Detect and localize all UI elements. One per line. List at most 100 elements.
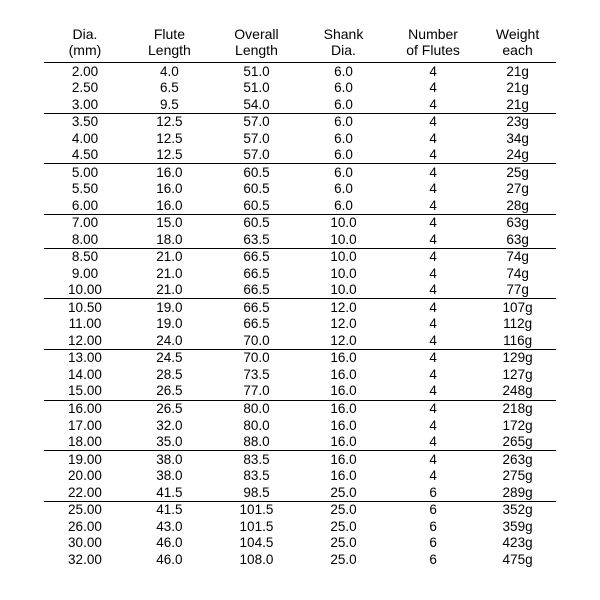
- table-row: 18.0035.088.016.04265g: [44, 434, 556, 451]
- cell-weight: 359g: [479, 518, 556, 535]
- cell-shank: 25.0: [300, 501, 387, 518]
- cell-shank: 25.0: [300, 518, 387, 535]
- cell-shank: 16.0: [300, 366, 387, 383]
- cell-shank: 6.0: [300, 96, 387, 113]
- cell-nflutes: 4: [387, 349, 479, 366]
- cell-flute: 12.5: [126, 130, 213, 147]
- cell-shank: 16.0: [300, 417, 387, 434]
- cell-flute: 12.5: [126, 147, 213, 164]
- cell-weight: 116g: [479, 332, 556, 349]
- cell-nflutes: 4: [387, 63, 479, 80]
- cell-shank: 10.0: [300, 282, 387, 299]
- table-row: 5.0016.060.56.0425g: [44, 164, 556, 181]
- cell-dia: 16.00: [44, 400, 126, 417]
- cell-overall: 80.0: [213, 417, 300, 434]
- cell-shank: 6.0: [300, 147, 387, 164]
- cell-overall: 66.5: [213, 299, 300, 316]
- cell-weight: 21g: [479, 63, 556, 80]
- table-row: 7.0015.060.510.0463g: [44, 214, 556, 231]
- cell-shank: 16.0: [300, 400, 387, 417]
- cell-dia: 3.00: [44, 96, 126, 113]
- cell-nflutes: 4: [387, 147, 479, 164]
- cell-shank: 10.0: [300, 231, 387, 248]
- cell-shank: 25.0: [300, 484, 387, 501]
- cell-nflutes: 4: [387, 265, 479, 282]
- cell-nflutes: 6: [387, 484, 479, 501]
- cell-flute: 26.5: [126, 400, 213, 417]
- table-row: 19.0038.083.516.04263g: [44, 451, 556, 468]
- cell-nflutes: 4: [387, 214, 479, 231]
- cell-nflutes: 4: [387, 417, 479, 434]
- table-row: 26.0043.0101.525.06359g: [44, 518, 556, 535]
- cell-dia: 30.00: [44, 535, 126, 552]
- cell-dia: 4.50: [44, 147, 126, 164]
- table-row: 5.5016.060.56.0427g: [44, 181, 556, 198]
- table-row: 11.0019.066.512.04112g: [44, 316, 556, 333]
- cell-flute: 21.0: [126, 265, 213, 282]
- cell-shank: 12.0: [300, 332, 387, 349]
- cell-shank: 16.0: [300, 468, 387, 485]
- cell-shank: 6.0: [300, 80, 387, 97]
- table-row: 16.0026.580.016.04218g: [44, 400, 556, 417]
- cell-flute: 24.5: [126, 349, 213, 366]
- cell-overall: 60.5: [213, 214, 300, 231]
- cell-shank: 16.0: [300, 383, 387, 400]
- cell-nflutes: 6: [387, 518, 479, 535]
- cell-flute: 35.0: [126, 434, 213, 451]
- cell-nflutes: 4: [387, 231, 479, 248]
- cell-shank: 12.0: [300, 316, 387, 333]
- cell-weight: 218g: [479, 400, 556, 417]
- table-row: 13.0024.570.016.04129g: [44, 349, 556, 366]
- cell-dia: 6.00: [44, 197, 126, 214]
- cell-flute: 43.0: [126, 518, 213, 535]
- cell-dia: 5.00: [44, 164, 126, 181]
- cell-overall: 101.5: [213, 501, 300, 518]
- table-row: 4.5012.557.06.0424g: [44, 147, 556, 164]
- cell-overall: 101.5: [213, 518, 300, 535]
- cell-nflutes: 6: [387, 535, 479, 552]
- cell-weight: 275g: [479, 468, 556, 485]
- cell-weight: 127g: [479, 366, 556, 383]
- cell-nflutes: 4: [387, 451, 479, 468]
- table-row: 4.0012.557.06.0434g: [44, 130, 556, 147]
- cell-overall: 57.0: [213, 147, 300, 164]
- cell-overall: 98.5: [213, 484, 300, 501]
- cell-dia: 26.00: [44, 518, 126, 535]
- cell-dia: 9.00: [44, 265, 126, 282]
- table-row: 3.009.554.06.0421g: [44, 96, 556, 113]
- table-header: Dia. (mm) Flute Length Overall Length Sh…: [44, 24, 556, 63]
- cell-dia: 5.50: [44, 181, 126, 198]
- col-header-dia: Dia. (mm): [44, 24, 126, 63]
- cell-flute: 21.0: [126, 282, 213, 299]
- table-row: 6.0016.060.56.0428g: [44, 197, 556, 214]
- cell-nflutes: 4: [387, 332, 479, 349]
- table-row: 25.0041.5101.525.06352g: [44, 501, 556, 518]
- cell-weight: 265g: [479, 434, 556, 451]
- cell-dia: 32.00: [44, 551, 126, 568]
- cell-nflutes: 4: [387, 366, 479, 383]
- cell-nflutes: 4: [387, 197, 479, 214]
- spec-table: Dia. (mm) Flute Length Overall Length Sh…: [44, 24, 556, 568]
- cell-weight: 25g: [479, 164, 556, 181]
- cell-weight: 27g: [479, 181, 556, 198]
- cell-flute: 38.0: [126, 468, 213, 485]
- cell-weight: 21g: [479, 96, 556, 113]
- cell-flute: 6.5: [126, 80, 213, 97]
- cell-dia: 14.00: [44, 366, 126, 383]
- table-row: 12.0024.070.012.04116g: [44, 332, 556, 349]
- cell-weight: 24g: [479, 147, 556, 164]
- cell-nflutes: 4: [387, 282, 479, 299]
- col-header-weight-each: Weight each: [479, 24, 556, 63]
- cell-dia: 8.50: [44, 248, 126, 265]
- cell-weight: 112g: [479, 316, 556, 333]
- cell-dia: 22.00: [44, 484, 126, 501]
- cell-dia: 18.00: [44, 434, 126, 451]
- table-row: 2.004.051.06.0421g: [44, 63, 556, 80]
- cell-dia: 8.00: [44, 231, 126, 248]
- table-row: 15.0026.577.016.04248g: [44, 383, 556, 400]
- cell-weight: 129g: [479, 349, 556, 366]
- cell-dia: 25.00: [44, 501, 126, 518]
- cell-overall: 66.5: [213, 282, 300, 299]
- cell-flute: 4.0: [126, 63, 213, 80]
- cell-shank: 25.0: [300, 535, 387, 552]
